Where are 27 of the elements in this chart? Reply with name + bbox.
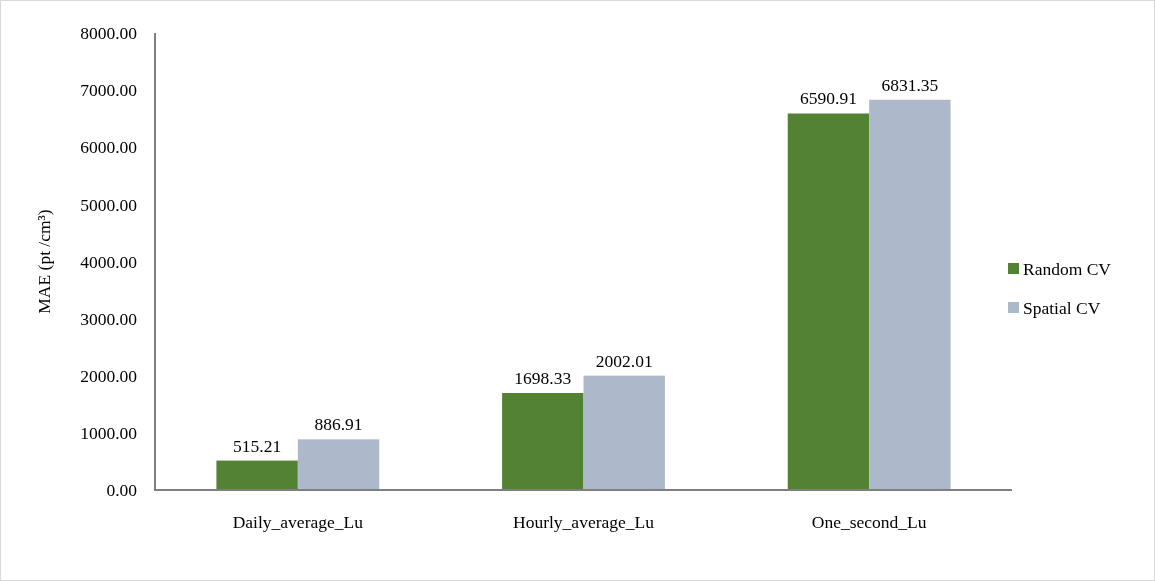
y-tick-label: 0.00 <box>106 480 138 501</box>
y-tick-label: 2000.00 <box>80 365 138 386</box>
y-tick-label: 4000.00 <box>80 251 138 272</box>
bar <box>869 99 951 490</box>
bar <box>502 392 584 490</box>
y-tick-label: 3000.00 <box>80 308 138 329</box>
data-label: 6831.35 <box>881 74 939 95</box>
y-tick-label: 1000.00 <box>80 423 138 443</box>
data-label: 2002.01 <box>595 350 653 371</box>
bar <box>297 439 380 490</box>
x-tick-label: Daily_average_Lu <box>232 512 364 532</box>
y-tick-label: 7000.00 <box>80 80 138 101</box>
y-axis-title: MAE (pt /cm³) <box>34 209 54 314</box>
x-tick-label: One_second_Lu <box>811 512 927 532</box>
y-tick-label: 8000.00 <box>80 23 138 44</box>
bar <box>216 460 298 490</box>
legend-label: Random CV <box>1023 259 1112 280</box>
bar <box>583 375 665 490</box>
data-label: 515.21 <box>233 435 282 456</box>
y-tick-label: 6000.00 <box>80 137 138 158</box>
data-label: 1698.33 <box>514 367 572 388</box>
bar <box>787 113 870 490</box>
data-label: 886.91 <box>314 414 363 435</box>
data-label: 6590.91 <box>800 88 857 109</box>
legend-label: Spatial CV <box>1023 298 1101 319</box>
y-tick-label: 5000.00 <box>80 194 138 215</box>
x-tick-label: Hourly_average_Lu <box>513 512 655 532</box>
